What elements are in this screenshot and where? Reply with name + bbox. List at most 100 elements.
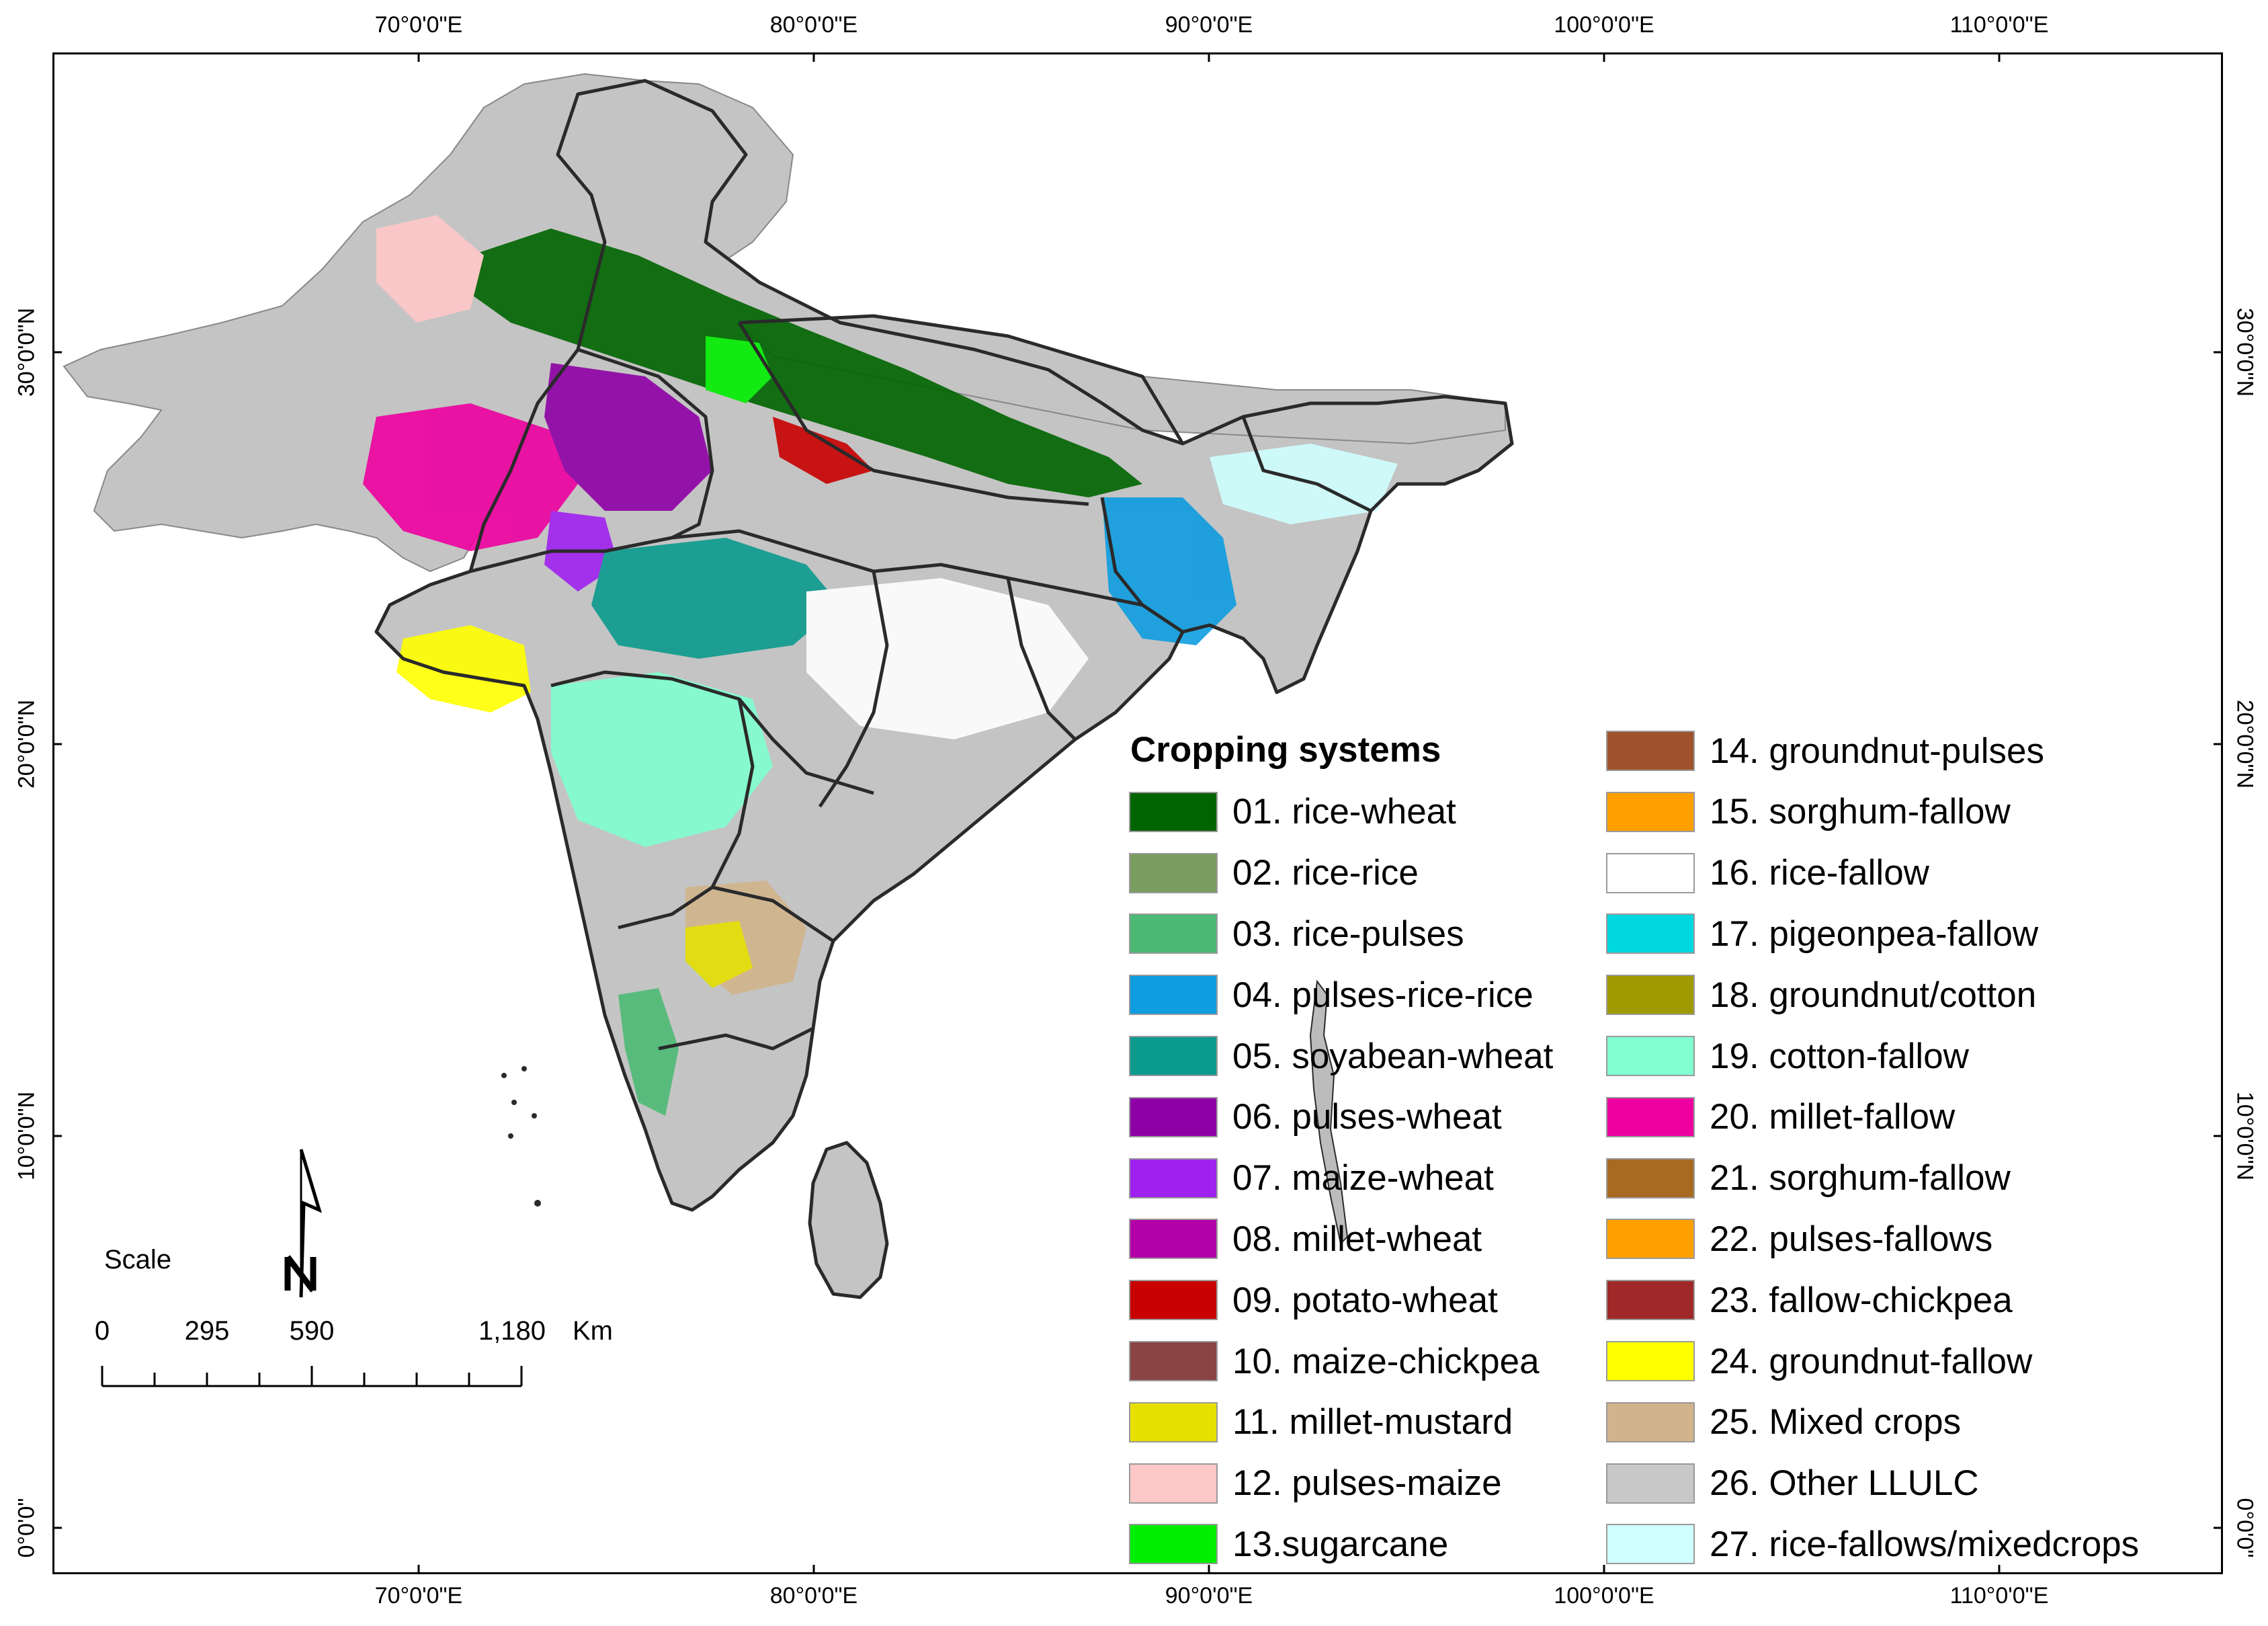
legend-swatch <box>1606 791 1695 832</box>
boundary-india-outline <box>374 79 1514 1212</box>
legend-swatch <box>1129 1219 1218 1260</box>
legend-item: 07. maize-wheat <box>1129 1157 1494 1200</box>
lon-label-top-70: 70°0'0"E <box>374 12 463 38</box>
boundary-state-7 <box>658 1026 814 1051</box>
boundary-sri-lanka <box>808 1141 889 1299</box>
legend-label: 09. potato-wheat <box>1232 1280 1498 1320</box>
boundary-state-6 <box>712 885 835 943</box>
legend-swatch <box>1129 1341 1218 1381</box>
legend-label: 07. maize-wheat <box>1232 1158 1494 1198</box>
legend-swatch <box>1129 1524 1218 1565</box>
legend-item: 03. rice-pulses <box>1129 912 1464 955</box>
legend-item: 16. rice-fallow <box>1606 852 1929 895</box>
lon-label-top-80: 80°0'0"E <box>769 12 858 38</box>
legend-label: 18. groundnut/cotton <box>1710 975 2037 1015</box>
boundary-state-4 <box>818 571 889 808</box>
scale-title: Scale <box>104 1245 172 1274</box>
islands <box>501 979 1349 1246</box>
legend-item: 17. pigeonpea-fallow <box>1606 912 2038 955</box>
legend-item: 08. millet-wheat <box>1129 1217 1482 1260</box>
legend-label: 01. rice-wheat <box>1232 792 1456 832</box>
legend-swatch <box>1129 1096 1218 1137</box>
legend-label: 16. rice-fallow <box>1710 853 1929 893</box>
legend-swatch <box>1606 1463 1695 1504</box>
scale-label-1180: 1,180 <box>478 1316 546 1346</box>
legend-item: 27. rice-fallows/mixedcrops <box>1606 1522 2139 1566</box>
scale-label-590: 590 <box>289 1316 335 1346</box>
legend-label: 14. groundnut-pulses <box>1710 731 2044 771</box>
legend-label: 08. millet-wheat <box>1232 1219 1482 1259</box>
legend-label: 04. pulses-rice-rice <box>1232 975 1534 1015</box>
legend-item: 20. millet-fallow <box>1606 1096 1955 1139</box>
legend-label: 02. rice-rice <box>1232 853 1419 893</box>
legend-label: 19. cotton-fallow <box>1710 1036 1969 1076</box>
patch-pulses-wheat <box>544 363 712 511</box>
lon-label-bottom-70: 70°0'0"E <box>374 1583 463 1609</box>
legend-label: 22. pulses-fallows <box>1710 1219 1993 1259</box>
legend-swatch <box>1129 1463 1218 1504</box>
legend-label: 25. Mixed crops <box>1710 1402 1962 1442</box>
legend-swatch <box>1606 731 1695 771</box>
frame-ticks <box>52 52 2223 1574</box>
patch-sugarcane <box>706 336 773 403</box>
legend-item: 09. potato-wheat <box>1129 1278 1498 1322</box>
lon-label-bottom-80: 80°0'0"E <box>769 1583 858 1609</box>
scale-unit: Km <box>573 1316 613 1346</box>
legend-label: 12. pulses-maize <box>1232 1463 1502 1504</box>
patch-rice-pulses-coast <box>618 988 679 1116</box>
boundary-state-1 <box>470 529 1143 607</box>
legend-swatch <box>1606 1157 1695 1198</box>
island-5 <box>508 1133 513 1139</box>
patch-rice-fallows-mixedcrops-ne <box>1210 444 1398 524</box>
boundary-state-3 <box>618 698 755 930</box>
legend-item: 15. sorghum-fallow <box>1606 790 2011 834</box>
admin-boundaries <box>374 79 1514 1299</box>
legend-label: 03. rice-pulses <box>1232 913 1464 954</box>
north-arrow-icon <box>284 1149 322 1298</box>
legend-item: 23. fallow-chickpea <box>1606 1278 2013 1322</box>
legend-label: 05. soyabean-wheat <box>1232 1036 1554 1076</box>
boundary-state-5 <box>1006 577 1077 741</box>
scale-bar <box>101 1366 523 1387</box>
legend-item: 22. pulses-fallows <box>1606 1217 1992 1260</box>
boundary-state-9 <box>737 321 1089 506</box>
legend-swatch <box>1606 852 1695 893</box>
legend-swatch <box>1606 1280 1695 1321</box>
legend-label: 23. fallow-chickpea <box>1710 1280 2013 1320</box>
lon-label-top-100: 100°0'0"E <box>1554 12 1654 38</box>
patch-cotton-fallow <box>551 672 773 847</box>
legend-label: 21. sorghum-fallow <box>1710 1158 2011 1198</box>
legend-item: 05. soyabean-wheat <box>1129 1034 1553 1078</box>
legend-item: 14. groundnut-pulses <box>1606 729 2044 772</box>
legend-label: 11. millet-mustard <box>1232 1402 1513 1442</box>
island-1 <box>501 1073 507 1078</box>
legend-item: 18. groundnut/cotton <box>1606 973 2036 1016</box>
lon-label-top-110: 110°0'0"E <box>1949 12 2049 38</box>
patch-pulses-maize-west <box>376 215 484 323</box>
legend-swatch <box>1129 913 1218 954</box>
legend-item: 02. rice-rice <box>1129 852 1419 895</box>
island-4 <box>532 1113 537 1119</box>
lon-label-bottom-90: 90°0'0"E <box>1165 1583 1253 1609</box>
legend-item: 19. cotton-fallow <box>1606 1034 1969 1078</box>
legend-item: 06. pulses-wheat <box>1129 1096 1502 1139</box>
legend-label: 24. groundnut-fallow <box>1710 1341 2033 1381</box>
lon-label-bottom-110: 110°0'0"E <box>1949 1583 2049 1609</box>
legend-label: 20. millet-fallow <box>1710 1097 1956 1137</box>
legend-swatch <box>1129 1157 1218 1198</box>
scale-label-295: 295 <box>184 1316 230 1346</box>
patch-potato-wheat <box>773 417 874 484</box>
legend-item: 21. sorghum-fallow <box>1606 1157 2011 1200</box>
legend-swatch <box>1606 1524 1695 1565</box>
legend-item: 01. rice-wheat <box>1129 790 1456 834</box>
legend-item: 26. Other LLULC <box>1606 1462 1979 1505</box>
scale-label-0: 0 <box>94 1316 110 1346</box>
legend-label: 17. pigeonpea-fallow <box>1710 913 2039 954</box>
boundary-state-10 <box>1100 497 1184 634</box>
legend-label: 13.sugarcane <box>1232 1524 1449 1564</box>
legend-swatch <box>1606 913 1695 954</box>
lon-label-top-90: 90°0'0"E <box>1165 12 1253 38</box>
legend-swatch <box>1129 1401 1218 1442</box>
patch-millet-mustard-karnataka <box>685 921 753 988</box>
